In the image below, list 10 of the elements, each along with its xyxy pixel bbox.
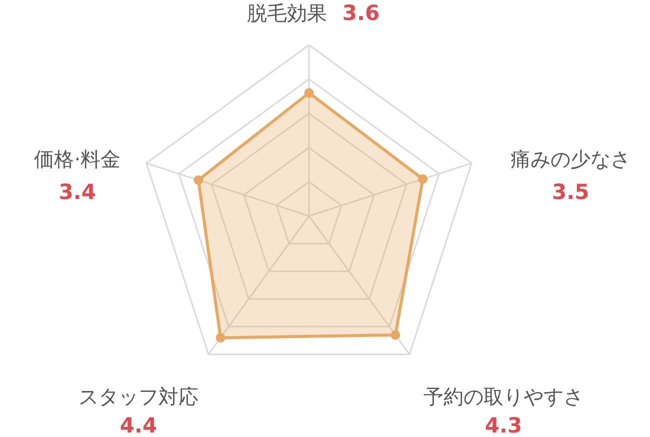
spoke-label: 価格·料金 xyxy=(34,147,121,172)
spoke-label: 脱毛効果 xyxy=(247,1,327,25)
spoke-label: スタッフ対応 xyxy=(78,384,198,408)
text: 3.4 xyxy=(58,180,96,204)
text: 3.6 xyxy=(342,1,380,25)
text: 4.3 xyxy=(484,413,522,437)
text: 3.5 xyxy=(552,180,590,204)
spoke-label: 予約の取りやすさ xyxy=(424,384,584,408)
text: 4.4 xyxy=(120,413,158,437)
spoke-label: 痛みの少なさ xyxy=(510,147,631,172)
